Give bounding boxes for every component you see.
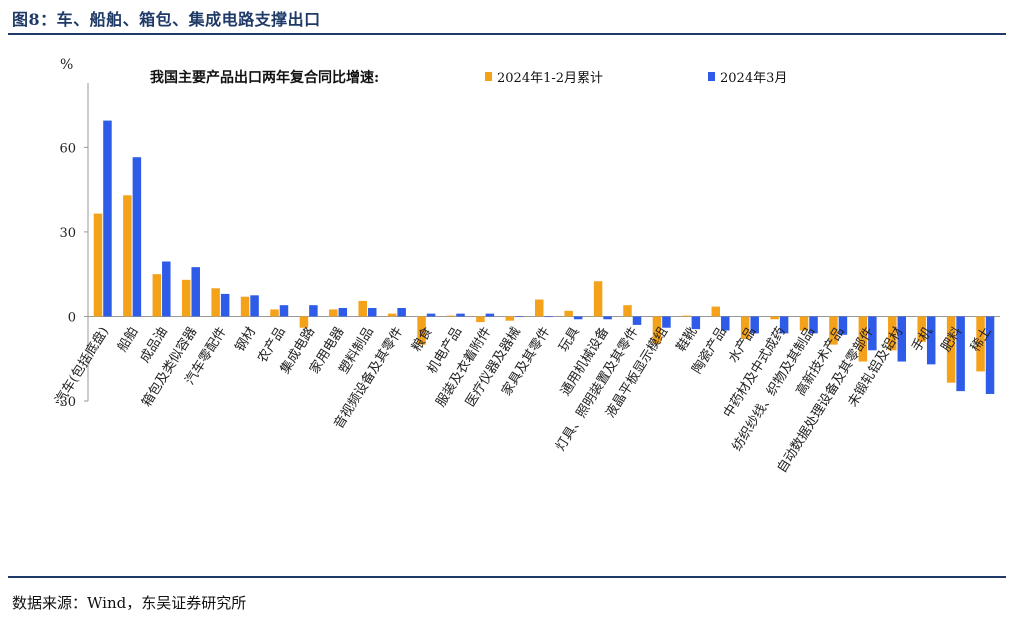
bar-mar bbox=[162, 261, 171, 317]
bar-jan-feb bbox=[888, 316, 897, 351]
legend-label: 2024年1-2月累计 bbox=[497, 71, 603, 86]
legend-label: 2024年3月 bbox=[720, 71, 787, 86]
bar-jan-feb bbox=[652, 316, 662, 344]
bar-mar bbox=[750, 316, 759, 334]
bar-jan-feb bbox=[799, 316, 809, 331]
bar-mar bbox=[485, 313, 495, 317]
bar-mar bbox=[985, 316, 995, 394]
bar-mar bbox=[603, 316, 612, 320]
bar-mar bbox=[632, 316, 642, 325]
legend-swatch bbox=[708, 72, 715, 81]
bar-jan-feb bbox=[417, 316, 426, 345]
bar-jan-feb bbox=[211, 288, 220, 317]
bar-jan-feb bbox=[593, 281, 603, 317]
bar-mar bbox=[220, 293, 230, 317]
bar-jan-feb bbox=[623, 305, 632, 317]
bar-mar bbox=[367, 308, 377, 317]
top-rule bbox=[8, 33, 1006, 35]
bar-mar bbox=[691, 316, 701, 330]
bar-jan-feb bbox=[505, 316, 515, 321]
bar-mar bbox=[956, 316, 965, 392]
bar-mar bbox=[132, 157, 142, 317]
bar-mar bbox=[338, 308, 348, 317]
bar-jan-feb bbox=[240, 296, 250, 317]
bar-jan-feb bbox=[123, 195, 132, 317]
bar-jan-feb bbox=[946, 316, 956, 383]
bar-jan-feb bbox=[770, 316, 779, 320]
figure-title: 图8：车、船舶、箱包、集成电路支撑出口 bbox=[12, 10, 321, 29]
bar-mar bbox=[456, 313, 465, 317]
bar-jan-feb bbox=[93, 213, 103, 317]
bar-mar bbox=[868, 316, 877, 351]
bar-mar bbox=[721, 316, 730, 331]
bar-mar bbox=[515, 316, 524, 318]
bar-jan-feb bbox=[329, 309, 338, 317]
x-category-label: 船舶 bbox=[114, 324, 141, 355]
bar-jan-feb bbox=[535, 299, 544, 317]
x-category-label: 粮食 bbox=[408, 324, 435, 355]
x-category-label: 玩具 bbox=[556, 325, 583, 355]
bar-mar bbox=[544, 316, 553, 318]
y-tick-label: -30 bbox=[55, 395, 76, 410]
y-tick-label: 30 bbox=[59, 226, 76, 241]
bar-mar bbox=[779, 316, 789, 334]
bar-mar bbox=[309, 305, 318, 317]
x-category-label: 汽车(包括底盘) bbox=[52, 324, 112, 407]
bar-jan-feb bbox=[711, 306, 721, 317]
bar-mar bbox=[103, 120, 112, 317]
bar-jan-feb bbox=[564, 310, 573, 317]
bar-jan-feb bbox=[829, 316, 838, 345]
bar-jan-feb bbox=[358, 300, 367, 317]
bar-mar bbox=[809, 316, 818, 334]
bar-jan-feb bbox=[152, 274, 162, 317]
bar-mar bbox=[573, 316, 583, 320]
bar-mar bbox=[250, 295, 259, 317]
bar-mar bbox=[279, 305, 289, 317]
chart-title: 我国主要产品出口两年复合同比增速: bbox=[150, 69, 379, 86]
bar-jan-feb bbox=[446, 315, 456, 317]
bar-mar bbox=[897, 316, 907, 362]
legend-swatch bbox=[485, 72, 492, 81]
bar-jan-feb bbox=[858, 316, 868, 362]
bar-mar bbox=[662, 316, 671, 328]
bottom-rule bbox=[8, 576, 1006, 578]
bar-jan-feb bbox=[387, 313, 397, 317]
y-axis-label: % bbox=[60, 57, 73, 73]
y-tick-label: 0 bbox=[68, 310, 76, 325]
bar-jan-feb bbox=[917, 316, 926, 342]
bar-mar bbox=[838, 316, 848, 335]
bar-jan-feb bbox=[740, 316, 750, 339]
x-category-label: 钢材 bbox=[233, 325, 260, 355]
y-tick-label: 60 bbox=[59, 141, 76, 156]
bar-mar bbox=[926, 316, 936, 365]
bar-jan-feb bbox=[682, 315, 691, 317]
bar-jan-feb bbox=[299, 316, 309, 328]
bar-mar bbox=[191, 267, 200, 317]
bar-jan-feb bbox=[270, 309, 279, 317]
bar-mar bbox=[397, 308, 406, 317]
bar-jan-feb bbox=[181, 279, 191, 317]
bar-mar bbox=[426, 313, 436, 317]
source-note: 数据来源：Wind，东吴证券研究所 bbox=[12, 594, 247, 612]
bar-jan-feb bbox=[476, 316, 485, 323]
bar-jan-feb bbox=[976, 316, 985, 372]
